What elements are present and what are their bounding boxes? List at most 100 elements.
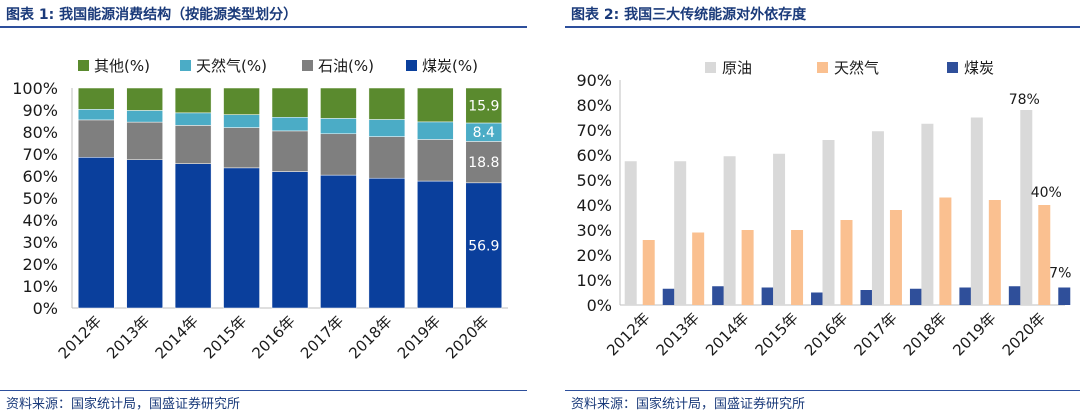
title-divider [565, 26, 1080, 28]
y-tick-label: 70% [576, 121, 612, 140]
x-tick-label: 2019年 [394, 312, 444, 362]
bar-segment [174, 87, 212, 114]
bar-segment [174, 125, 212, 164]
y-tick-label: 100% [12, 79, 58, 98]
bar [988, 200, 1001, 305]
bar-segment [368, 119, 406, 137]
legend-swatch [947, 62, 958, 73]
bar [1038, 205, 1051, 305]
legend-label: 其他(%) [94, 57, 150, 75]
x-tick-label: 2015年 [752, 309, 802, 359]
legend-label: 原油 [722, 59, 752, 77]
chart-title: 图表 2: 我国三大传统能源对外依存度 [571, 7, 807, 23]
y-tick-label: 60% [22, 167, 58, 186]
bar-segment [77, 119, 115, 158]
data-label-oil: 78% [1009, 92, 1040, 108]
bar [909, 288, 922, 305]
data-label-oil: 18.8 [468, 155, 499, 171]
y-tick-label: 10% [576, 271, 612, 290]
bar-segment [320, 133, 357, 176]
bar-segment [465, 141, 503, 184]
legend-swatch [302, 60, 313, 71]
data-label-coal: 56.9 [468, 238, 499, 254]
source-divider [565, 390, 1080, 391]
y-tick-label: 30% [576, 221, 612, 240]
data-label-gas: 40% [1031, 185, 1062, 201]
bar [959, 287, 972, 305]
y-tick-label: 50% [576, 171, 612, 190]
bar [921, 123, 934, 305]
y-tick-label: 30% [22, 233, 58, 252]
bar-segment [465, 87, 503, 124]
y-tick-label: 20% [22, 255, 58, 274]
legend-swatch [78, 60, 89, 71]
bar-segment [417, 180, 454, 309]
legend-label: 天然气 [834, 59, 879, 77]
bar [773, 153, 786, 305]
bar [741, 230, 754, 305]
x-tick-label: 2020年 [999, 309, 1049, 359]
x-tick-label: 2017年 [297, 312, 347, 362]
y-tick-label: 90% [576, 71, 612, 90]
bar-segment [320, 118, 357, 135]
legend-label: 煤炭 [964, 59, 994, 77]
bar-segment [223, 127, 260, 169]
bar [889, 210, 902, 305]
x-tick-label: 2016年 [248, 312, 298, 362]
x-tick-label: 2014年 [702, 309, 752, 359]
x-tick-label: 2018年 [900, 309, 950, 359]
legend-swatch [817, 62, 828, 73]
bar-segment [271, 171, 309, 309]
bar-segment [271, 130, 309, 172]
bar [840, 220, 853, 305]
legend-swatch [180, 60, 191, 71]
data-label-other: 15.9 [468, 98, 499, 114]
bar [1020, 110, 1033, 305]
chart-source: 资料来源：国家统计局，国盛证券研究所 [6, 397, 241, 412]
bar [723, 156, 736, 305]
legend-label: 煤炭(%) [422, 57, 478, 75]
bar [642, 240, 655, 305]
bar [811, 292, 824, 305]
x-tick-label: 2015年 [200, 312, 250, 362]
bar [791, 230, 804, 305]
y-tick-label: 80% [576, 96, 612, 115]
bar [1008, 286, 1021, 305]
x-tick-label: 2013年 [653, 309, 703, 359]
x-tick-label: 2012年 [603, 309, 653, 359]
x-tick-label: 2019年 [949, 309, 999, 359]
chart-source: 资料来源：国家统计局，国盛证券研究所 [571, 397, 806, 412]
bar-segment [77, 87, 115, 110]
y-tick-label: 50% [22, 189, 58, 208]
chart-panel-energy-structure: 图表 1: 我国能源消费结构（按能源类型划分） 0% 10% 20% 30% 40% 50… [0, 0, 527, 415]
bar [674, 161, 687, 305]
x-tick-label: 2016年 [801, 309, 851, 359]
y-tick-label: 80% [22, 123, 58, 142]
bar-segment [126, 121, 163, 160]
y-tick-label: 20% [576, 246, 612, 265]
bar [712, 286, 725, 305]
chart-panel-import-dependence: 图表 2: 我国三大传统能源对外依存度 0% 10% 20% 30% 40% 50% 60%… [565, 0, 1080, 415]
data-label-coal: 7% [1049, 266, 1071, 282]
bar-segment [223, 87, 260, 115]
bar-segment [465, 182, 503, 309]
bar-segment [271, 117, 309, 132]
bar [624, 161, 637, 305]
legend-label: 天然气(%) [196, 57, 267, 75]
bar-segment [126, 87, 163, 111]
y-tick-label: 0% [587, 296, 612, 315]
bar [822, 140, 835, 305]
legend-swatch [406, 60, 417, 71]
bar-segment [320, 87, 357, 119]
bar [692, 232, 705, 305]
y-tick-label: 10% [22, 277, 58, 296]
y-tick-label: 40% [576, 196, 612, 215]
bar-segment [417, 139, 454, 182]
bar [970, 117, 983, 305]
bar-segment [77, 157, 115, 309]
x-tick-label: 2017年 [850, 309, 900, 359]
bar-segment [174, 163, 212, 309]
y-tick-label: 70% [22, 145, 58, 164]
bar-segment [126, 159, 163, 309]
bar-segment [417, 87, 454, 123]
